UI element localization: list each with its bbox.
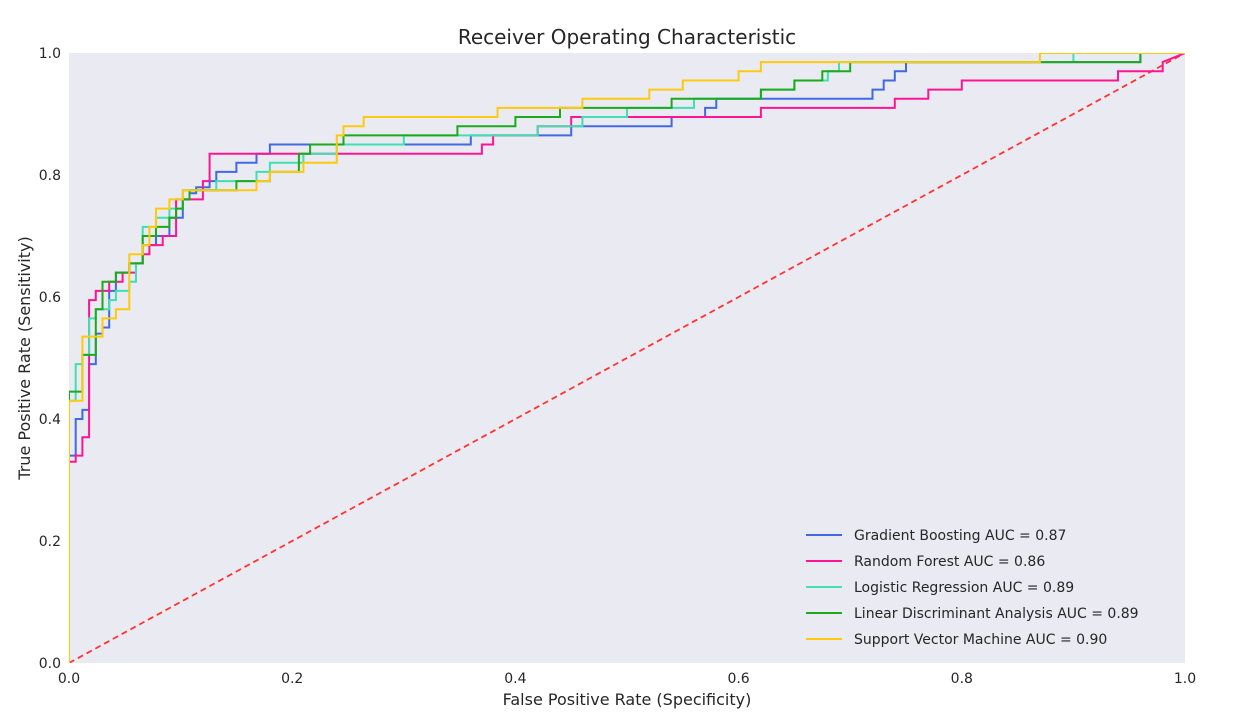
series-line-3 — [69, 53, 1185, 663]
y-tick-label: 0.2 — [39, 534, 61, 550]
y-tick-label: 1.0 — [39, 46, 61, 62]
legend: Gradient Boosting AUC = 0.87 Random Fores… — [806, 528, 1139, 648]
reference-diagonal-line — [69, 53, 1185, 663]
x-tick-label: 1.0 — [1174, 671, 1196, 687]
y-tick-label: 0.6 — [39, 290, 61, 306]
x-tick-label: 0.4 — [504, 671, 526, 687]
legend-entry: Support Vector Machine AUC = 0.90 — [854, 632, 1107, 648]
x-axis-label: False Positive Rate (Specificity) — [503, 690, 752, 709]
x-tick-label: 0.2 — [281, 671, 303, 687]
series-line-4 — [69, 53, 1185, 663]
y-tick-label: 0.0 — [39, 656, 61, 672]
legend-entry: Gradient Boosting AUC = 0.87 — [854, 528, 1066, 544]
x-tick-label: 0.0 — [58, 671, 80, 687]
x-tick-label: 0.6 — [727, 671, 749, 687]
legend-entry: Linear Discriminant Analysis AUC = 0.89 — [854, 606, 1139, 622]
chart-title: Receiver Operating Characteristic — [458, 25, 796, 49]
y-axis-label: True Positive Rate (Sensitivity) — [15, 236, 34, 480]
x-tick-label: 0.8 — [951, 671, 973, 687]
y-tick-label: 0.8 — [39, 168, 61, 184]
legend-entry: Logistic Regression AUC = 0.89 — [854, 580, 1074, 596]
legend-entry: Random Forest AUC = 0.86 — [854, 554, 1045, 570]
y-tick-label: 0.4 — [39, 412, 61, 428]
series-line-1 — [69, 53, 1185, 663]
